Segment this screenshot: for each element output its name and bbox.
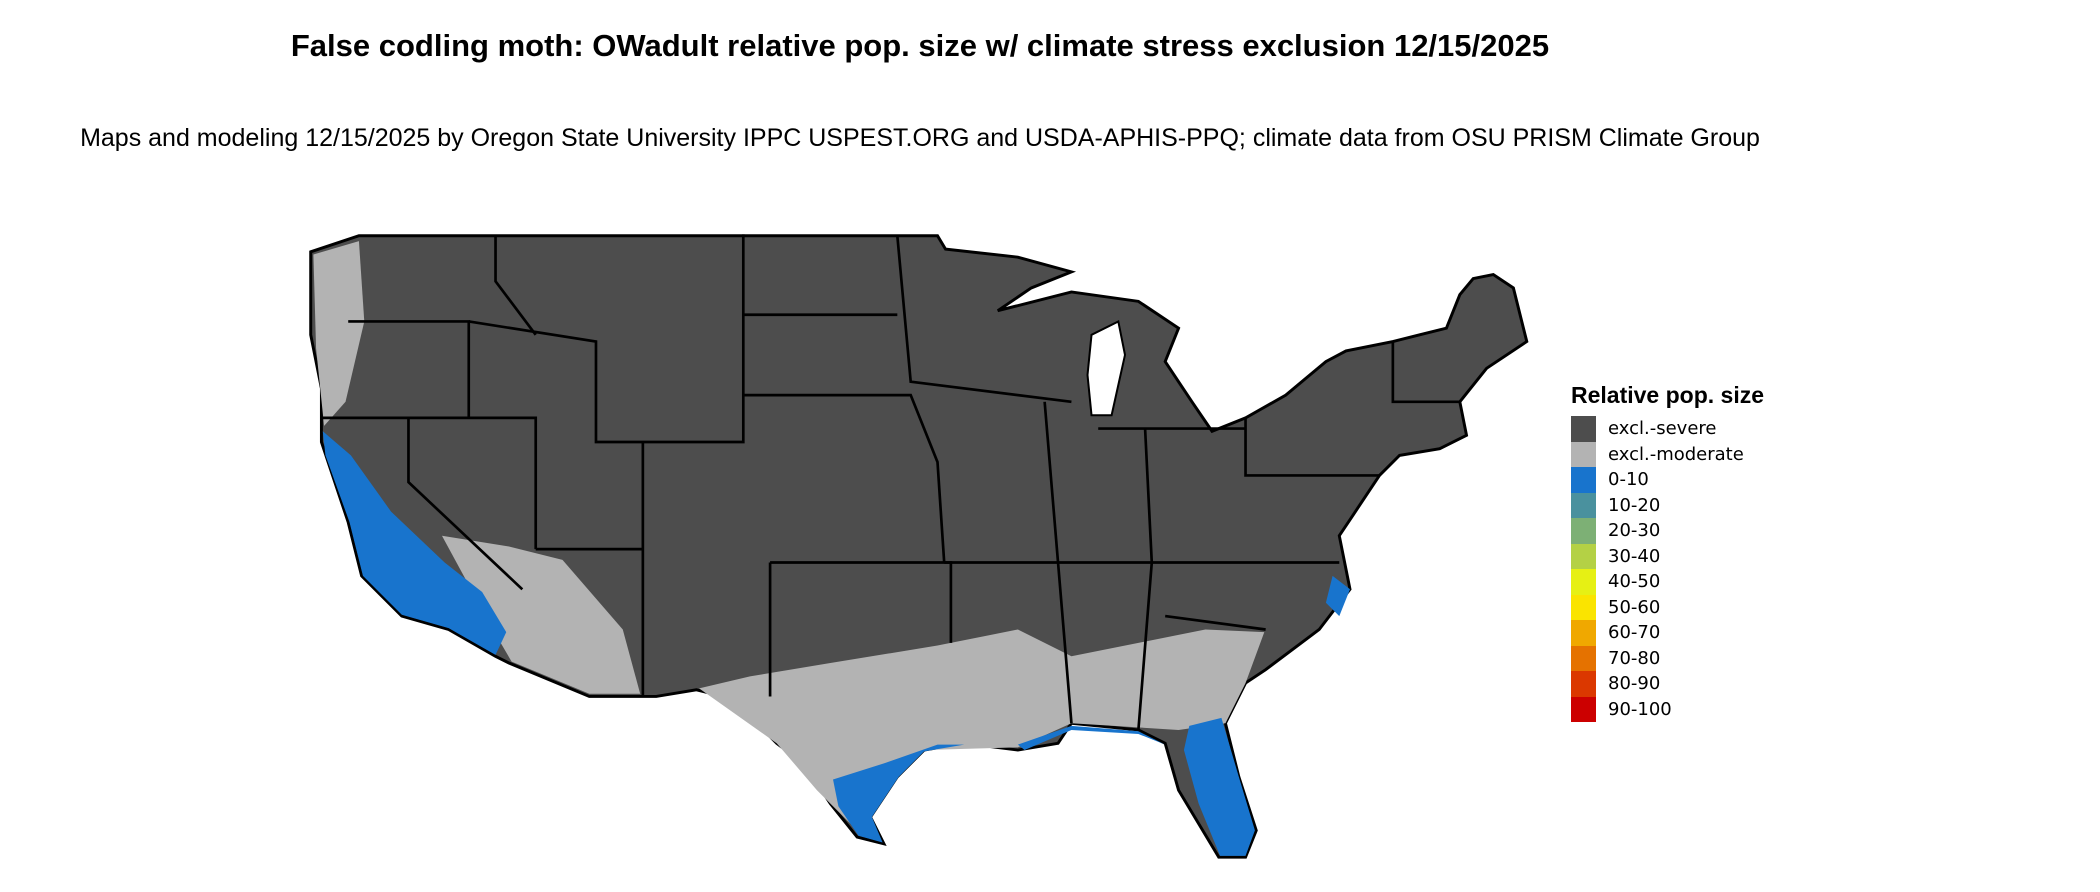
legend-item: 10-20 [1571, 492, 1764, 518]
legend-item: 20-30 [1571, 518, 1764, 544]
legend-label: 70-80 [1608, 647, 1661, 669]
legend-label: 20-30 [1608, 520, 1661, 542]
legend-swatch [1571, 416, 1596, 442]
legend-swatch [1571, 543, 1596, 569]
legend-item: 50-60 [1571, 594, 1764, 620]
legend-swatch [1571, 671, 1596, 697]
legend: Relative pop. size excl.-severe excl.-mod… [1571, 380, 1764, 722]
excl-moderate-pnw [313, 241, 365, 426]
legend-label: 10-20 [1608, 494, 1661, 516]
legend-label: 90-100 [1608, 698, 1672, 720]
legend-title: Relative pop. size [1571, 382, 1765, 408]
legend-swatch [1571, 594, 1596, 620]
legend-label: 60-70 [1608, 622, 1661, 644]
legend-item: 0-10 [1571, 467, 1764, 493]
state-borders [321, 234, 1460, 731]
legend-label: 80-90 [1608, 673, 1661, 695]
legend-swatch [1571, 518, 1596, 544]
map-subtitle: Maps and modeling 12/15/2025 by Oregon S… [80, 124, 1760, 152]
legend-label: 0-10 [1608, 469, 1649, 491]
excl-moderate-southwest [441, 535, 641, 694]
legend-item: 70-80 [1571, 645, 1764, 671]
legend-swatch [1571, 441, 1596, 467]
low-pop-gulf-coast [1017, 725, 1166, 751]
legend-item: 90-100 [1571, 696, 1764, 722]
legend-swatch [1571, 696, 1596, 722]
legend-swatch [1571, 645, 1596, 671]
legend-swatch [1571, 492, 1596, 518]
legend-item: 80-90 [1571, 671, 1764, 697]
legend-swatch [1571, 620, 1596, 646]
legend-item: 40-50 [1571, 569, 1764, 595]
map-title: False codling moth: OWadult relative pop… [290, 28, 1550, 63]
legend-swatch [1571, 467, 1596, 493]
low-pop-california [322, 431, 507, 655]
legend-item: 30-40 [1571, 543, 1764, 569]
low-pop-florida [1183, 717, 1255, 856]
legend-item: 60-70 [1571, 620, 1764, 646]
legend-label: excl.-moderate [1608, 443, 1744, 465]
legend-swatch [1571, 569, 1596, 595]
low-pop-texas-gulf [833, 744, 965, 843]
legend-item: excl.-severe [1571, 416, 1764, 442]
legend-label: 50-60 [1608, 596, 1661, 618]
legend-label: 40-50 [1608, 571, 1661, 593]
legend-item: excl.-moderate [1571, 441, 1764, 467]
lake-michigan [1086, 319, 1127, 417]
legend-label: 30-40 [1608, 545, 1661, 567]
low-pop-carolina-coast [1325, 575, 1350, 617]
legend-label: excl.-severe [1608, 418, 1717, 440]
